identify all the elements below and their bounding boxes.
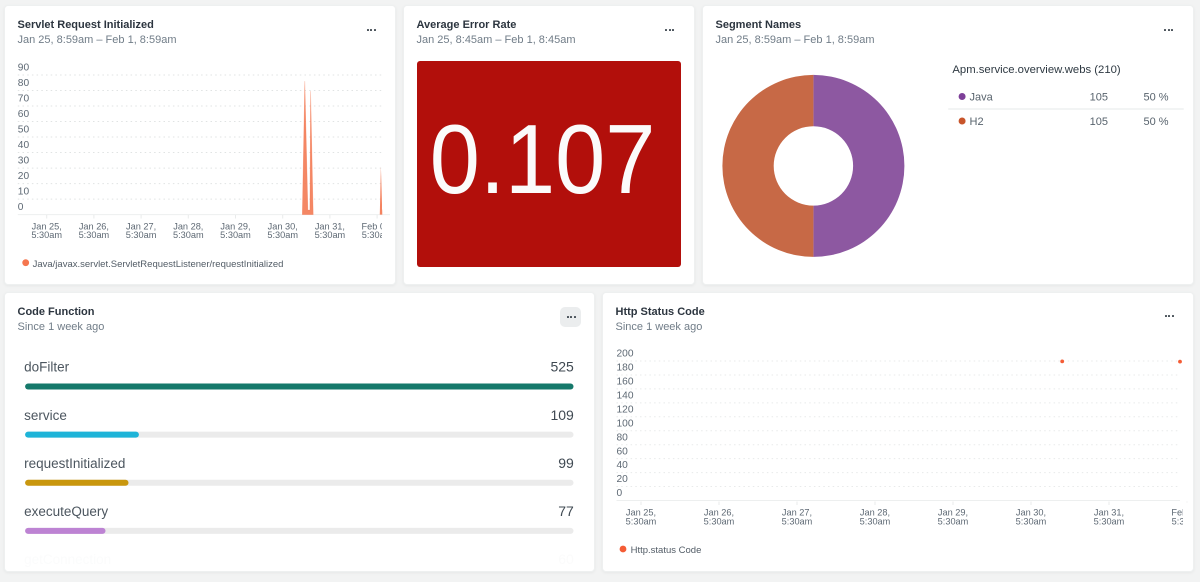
svg-text:Jan 28,: Jan 28, [173,222,203,232]
svg-text:60: 60 [617,446,629,457]
svg-text:10: 10 [18,187,30,198]
svg-text:5:30am: 5:30am [79,230,110,240]
svg-text:Jan 27,: Jan 27, [782,508,812,518]
svg-text:5:30am: 5:30am [938,516,969,526]
svg-text:5:30am: 5:30am [1016,516,1047,526]
svg-text:5:30am: 5:30am [1172,516,1194,526]
svg-text:120: 120 [617,404,634,415]
svg-text:Jan 29,: Jan 29, [938,508,968,518]
svg-text:executeQuery: executeQuery [24,504,108,519]
svg-text:77: 77 [558,503,574,519]
svg-text:Jan 26,: Jan 26, [704,508,734,518]
svg-text:Jan 27,: Jan 27, [126,222,156,232]
svg-text:5:30am: 5:30am [267,230,298,240]
svg-text:160: 160 [617,377,634,388]
svg-text:105: 105 [1090,92,1108,104]
svg-text:Jan 29,: Jan 29, [220,222,250,232]
svg-text:Jan 25,: Jan 25, [32,222,62,232]
svg-text:5:30am: 5:30am [220,230,251,240]
svg-text:getConnection: getConnection [24,552,111,567]
svg-text:5:30am: 5:30am [704,516,735,526]
svg-text:5:30am: 5:30am [782,516,813,526]
svg-text:180: 180 [617,363,634,374]
svg-text:Jan 30,: Jan 30, [1016,508,1046,518]
svg-text:60: 60 [558,551,574,567]
svg-text:80: 80 [617,432,629,443]
svg-text:5:30am: 5:30am [626,516,657,526]
svg-text:5:30am: 5:30am [1094,516,1125,526]
svg-text:0: 0 [18,202,24,213]
svg-text:50 %: 50 % [1144,116,1169,128]
svg-text:Jan 31,: Jan 31, [315,222,345,232]
svg-text:5:30am: 5:30am [126,230,157,240]
svg-text:50 %: 50 % [1144,92,1169,104]
svg-text:5:30am: 5:30am [860,516,891,526]
svg-text:Apm.service.overview.webs (210: Apm.service.overview.webs (210) [952,64,1120,76]
svg-text:5:30am: 5:30am [362,230,393,240]
svg-text:Jan 31,: Jan 31, [1094,508,1124,518]
svg-text:105: 105 [1090,116,1108,128]
svg-text:99: 99 [558,455,574,471]
svg-text:90: 90 [18,63,30,74]
svg-text:525: 525 [550,359,574,375]
svg-text:50: 50 [18,125,30,136]
svg-text:Feb 01,: Feb 01, [362,222,393,232]
svg-text:doFilter: doFilter [24,360,70,375]
svg-text:20: 20 [18,171,30,182]
svg-text:Http.status Code: Http.status Code [631,545,702,556]
svg-text:Java: Java [970,92,994,104]
svg-text:requestInitialized: requestInitialized [24,456,125,471]
svg-text:Jan 30,: Jan 30, [268,222,298,232]
svg-text:70: 70 [18,94,30,105]
svg-text:service: service [24,408,67,423]
svg-text:60: 60 [18,109,30,120]
svg-text:100: 100 [617,418,634,429]
svg-text:H2: H2 [970,116,984,128]
svg-text:5:30am: 5:30am [173,230,204,240]
svg-text:5:30am: 5:30am [31,230,62,240]
svg-text:Jan 28,: Jan 28, [860,508,890,518]
svg-text:Java/javax.servlet.ServletRequ: Java/javax.servlet.ServletRequestListene… [33,259,284,270]
svg-text:80: 80 [18,78,30,89]
svg-text:140: 140 [617,390,634,401]
svg-text:200: 200 [617,349,634,360]
svg-text:Feb 01,: Feb 01, [1171,508,1194,518]
svg-text:0: 0 [617,488,623,499]
svg-text:40: 40 [18,140,30,151]
svg-text:20: 20 [617,474,629,485]
svg-text:109: 109 [550,407,574,423]
svg-text:5:30am: 5:30am [315,230,346,240]
svg-text:30: 30 [18,156,30,167]
svg-text:40: 40 [617,460,629,471]
svg-text:Jan 26,: Jan 26, [79,222,109,232]
svg-text:Jan 25,: Jan 25, [626,508,656,518]
